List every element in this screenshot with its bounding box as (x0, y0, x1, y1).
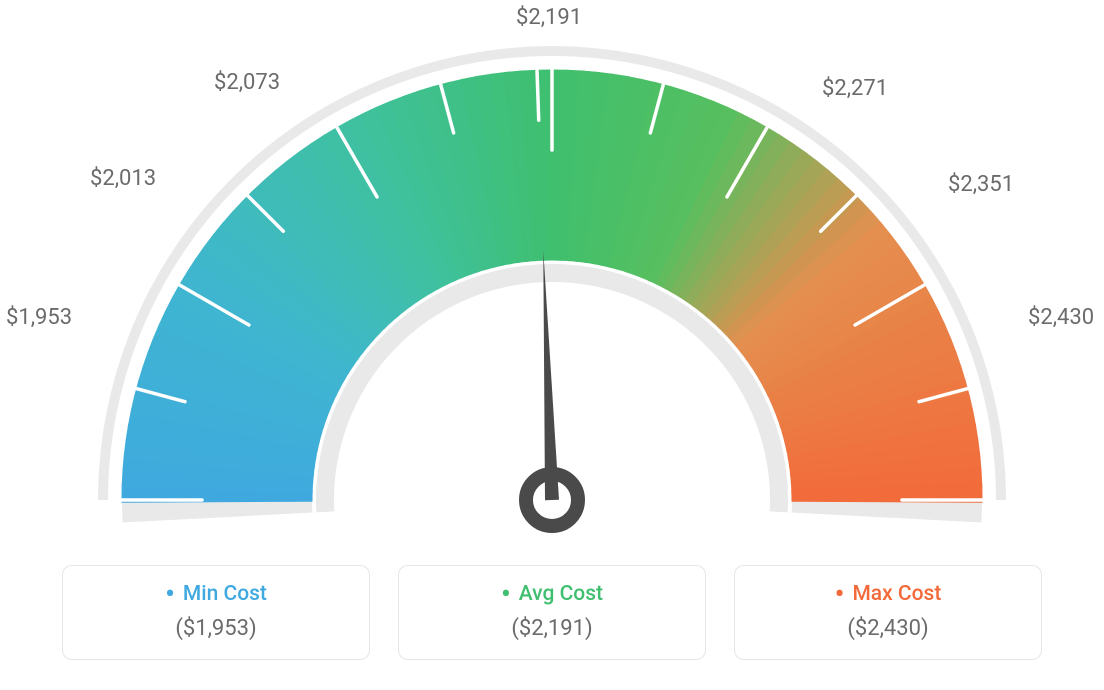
legend-value-min: ($1,953) (83, 616, 349, 641)
gauge-tick-label: $2,073 (214, 70, 280, 95)
legend-value-max: ($2,430) (755, 616, 1021, 641)
legend-title-max: Max Cost (755, 582, 1021, 606)
legend-card-avg: Avg Cost ($2,191) (398, 565, 706, 660)
gauge-tick-label: $2,013 (90, 166, 156, 191)
gauge-chart: $1,953 $2,013 $2,073 $2,191 $2,271 $2,351 $2,4… (0, 0, 1104, 560)
gauge-tick-label: $2,191 (516, 5, 582, 30)
legend-title-avg: Avg Cost (419, 582, 685, 606)
gauge-tick-label: $1,953 (6, 305, 72, 330)
legend-card-max: Max Cost ($2,430) (734, 565, 1042, 660)
gauge-tick-label: $2,430 (1028, 305, 1094, 330)
gauge-tick-label: $2,271 (822, 76, 888, 101)
gauge-tick-label: $2,351 (948, 172, 1014, 197)
gauge-svg (0, 0, 1104, 560)
legend-row: Min Cost ($1,953) Avg Cost ($2,191) Max … (0, 565, 1104, 660)
legend-card-min: Min Cost ($1,953) (62, 565, 370, 660)
legend-value-avg: ($2,191) (419, 616, 685, 641)
legend-title-min: Min Cost (83, 582, 349, 606)
